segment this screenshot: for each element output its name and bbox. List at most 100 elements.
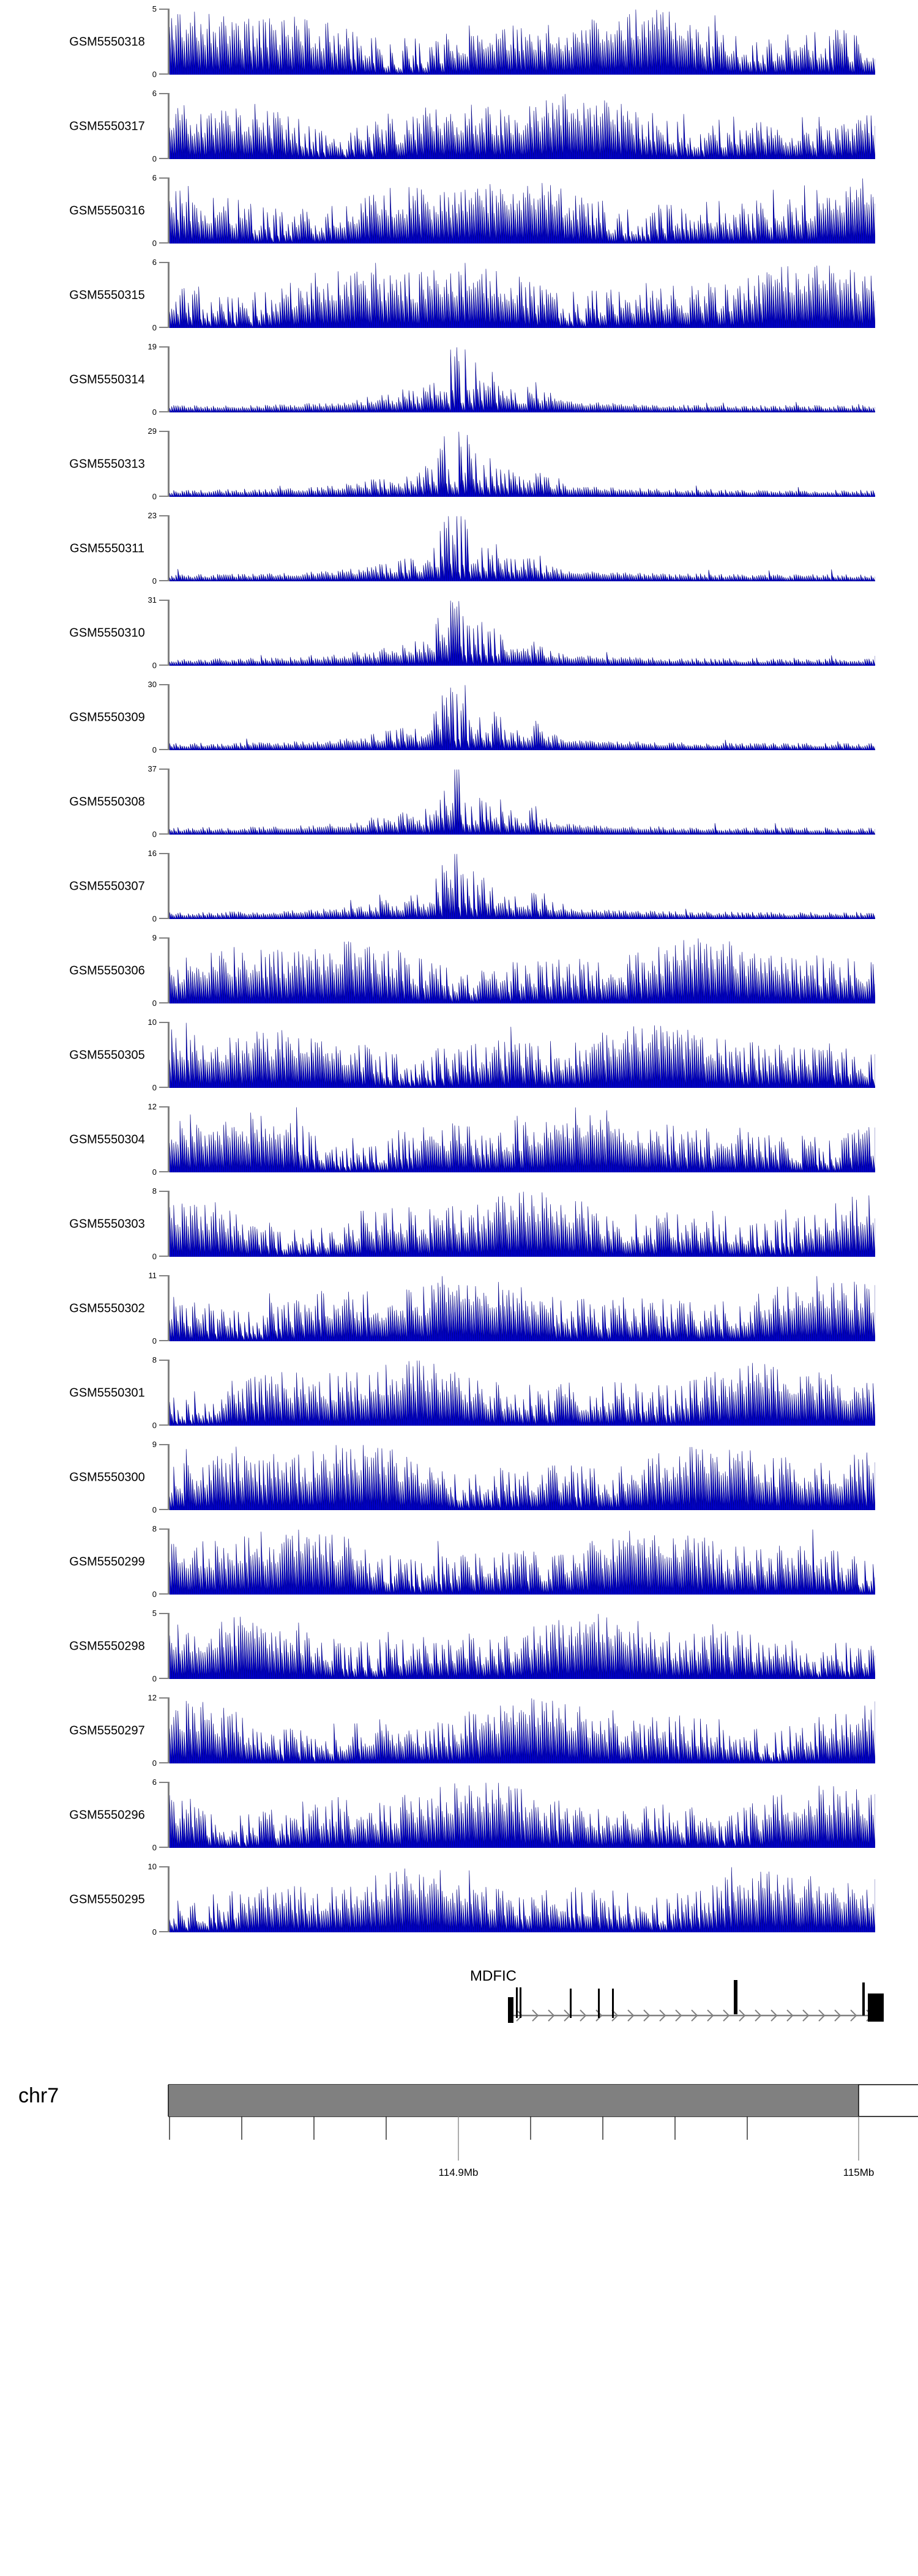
y-axis-line	[168, 177, 170, 244]
y-axis-max-label: 8	[152, 1524, 157, 1533]
y-axis-tick-top	[159, 346, 168, 348]
coverage-track-row: GSM5550318 5 0	[0, 0, 918, 84]
coverage-track-row: GSM5550303 8 0	[0, 1182, 918, 1267]
y-axis-min-label: 0	[152, 1843, 157, 1852]
track-sample-label: GSM5550304	[69, 1133, 145, 1147]
axis-tick-label: 114.9Mb	[439, 2167, 479, 2178]
track-sample-label: GSM5550308	[69, 795, 145, 809]
coverage-area	[170, 1866, 875, 1932]
strand-arrow-icon	[834, 2009, 842, 2022]
y-axis-min-label: 0	[152, 1927, 157, 1937]
y-axis-max-label: 5	[152, 4, 157, 13]
y-axis-min-label: 0	[152, 830, 157, 839]
y-axis-min-label: 0	[152, 154, 157, 163]
coverage-plot: 11 0	[149, 1271, 875, 1345]
y-axis-min-label: 0	[152, 1336, 157, 1346]
y-axis-tick-bottom	[159, 833, 168, 835]
y-axis-max-label: 8	[152, 1186, 157, 1196]
genome-axis-svg: 114.9Mb 115Mb	[168, 2084, 918, 2178]
gene-label: MDFIC	[0, 1968, 918, 1985]
track-sample-label: GSM5550318	[69, 35, 145, 49]
ideogram-band	[168, 2085, 859, 2116]
y-axis-line	[168, 1697, 170, 1763]
y-axis-max-label: 37	[147, 764, 157, 773]
coverage-area	[170, 431, 875, 497]
y-axis-tick-top	[159, 262, 168, 263]
coverage-area	[170, 937, 875, 1003]
track-sample-label: GSM5550299	[69, 1555, 145, 1569]
coverage-track-row: GSM5550300 9 0	[0, 1435, 918, 1520]
y-axis-max-label: 6	[152, 258, 157, 267]
y-axis-tick-top	[159, 1275, 168, 1276]
exon-block	[612, 1989, 614, 2018]
y-axis-tick-top	[159, 1106, 168, 1107]
track-sample-label: GSM5550307	[69, 879, 145, 893]
y-axis-line	[168, 769, 170, 835]
y-axis-line	[168, 346, 170, 412]
coverage-plot: 23 0	[148, 512, 875, 585]
y-axis-tick-top	[159, 1528, 168, 1530]
coverage-plot: 10 0	[148, 1863, 875, 1936]
y-axis-tick-top	[159, 431, 168, 432]
y-axis-line	[168, 1275, 170, 1341]
coverage-plot: 37 0	[148, 765, 875, 838]
y-axis-tick-top	[159, 177, 168, 179]
y-axis-max-label: 9	[152, 1440, 157, 1449]
y-axis-min-label: 0	[152, 1674, 157, 1683]
y-axis-tick-bottom	[159, 158, 168, 159]
exon-block	[598, 1989, 600, 2018]
coverage-track-row: GSM5550313 29 0	[0, 422, 918, 507]
track-sample-label: GSM5550317	[69, 119, 145, 133]
coverage-area	[170, 1697, 875, 1763]
strand-arrow-icon	[516, 2009, 523, 2022]
track-sample-label: GSM5550310	[69, 626, 145, 640]
y-axis-tick-top	[159, 1022, 168, 1023]
strand-arrow-icon	[755, 2009, 762, 2022]
y-axis-tick-bottom	[159, 242, 168, 244]
coverage-area	[170, 1022, 875, 1088]
y-axis-min-label: 0	[152, 1590, 157, 1599]
y-axis-tick-bottom	[159, 1509, 168, 1510]
y-axis-tick-bottom	[159, 749, 168, 750]
y-axis-tick-bottom	[159, 496, 168, 497]
y-axis-tick-top	[159, 1360, 168, 1361]
y-axis-line	[168, 1022, 170, 1088]
y-axis-tick-top	[159, 600, 168, 601]
coverage-plot: 12 0	[148, 1103, 875, 1176]
y-axis-tick-bottom	[159, 73, 168, 75]
y-axis-min-label: 0	[152, 1505, 157, 1514]
y-axis-tick-bottom	[159, 1002, 168, 1003]
y-axis-max-label: 29	[147, 426, 157, 436]
y-axis-min-label: 0	[152, 70, 157, 79]
axis-tick-label: 115Mb	[843, 2167, 875, 2178]
y-axis-min-label: 0	[152, 1252, 157, 1261]
coverage-area	[170, 1106, 875, 1172]
y-axis-tick-top	[159, 853, 168, 854]
y-axis-tick-bottom	[159, 327, 168, 328]
track-sample-label: GSM5550295	[69, 1893, 145, 1907]
exon-block	[570, 1989, 572, 2018]
y-axis-tick-bottom	[159, 1424, 168, 1426]
coverage-track-row: GSM5550307 16 0	[0, 844, 918, 929]
y-axis-min-label: 0	[152, 239, 157, 248]
coverage-track-row: GSM5550311 23 0	[0, 507, 918, 591]
coverage-track-row: GSM5550306 9 0	[0, 929, 918, 1013]
y-axis-max-label: 11	[148, 1271, 157, 1280]
y-axis-max-label: 6	[152, 1778, 157, 1787]
y-axis-tick-top	[159, 937, 168, 939]
coverage-track-row: GSM5550302 11 0	[0, 1267, 918, 1351]
y-axis-tick-bottom	[159, 411, 168, 412]
y-axis-min-label: 0	[152, 999, 157, 1008]
strand-arrow-icon	[771, 2009, 778, 2022]
coverage-track-row: GSM5550308 37 0	[0, 760, 918, 844]
coverage-area	[170, 346, 875, 412]
y-axis-max-label: 30	[147, 680, 157, 689]
y-axis-line	[168, 1191, 170, 1257]
y-axis-max-label: 31	[147, 595, 157, 605]
track-sample-label: GSM5550301	[69, 1386, 145, 1400]
y-axis-tick-top	[159, 515, 168, 516]
track-sample-label: GSM5550302	[69, 1301, 145, 1316]
